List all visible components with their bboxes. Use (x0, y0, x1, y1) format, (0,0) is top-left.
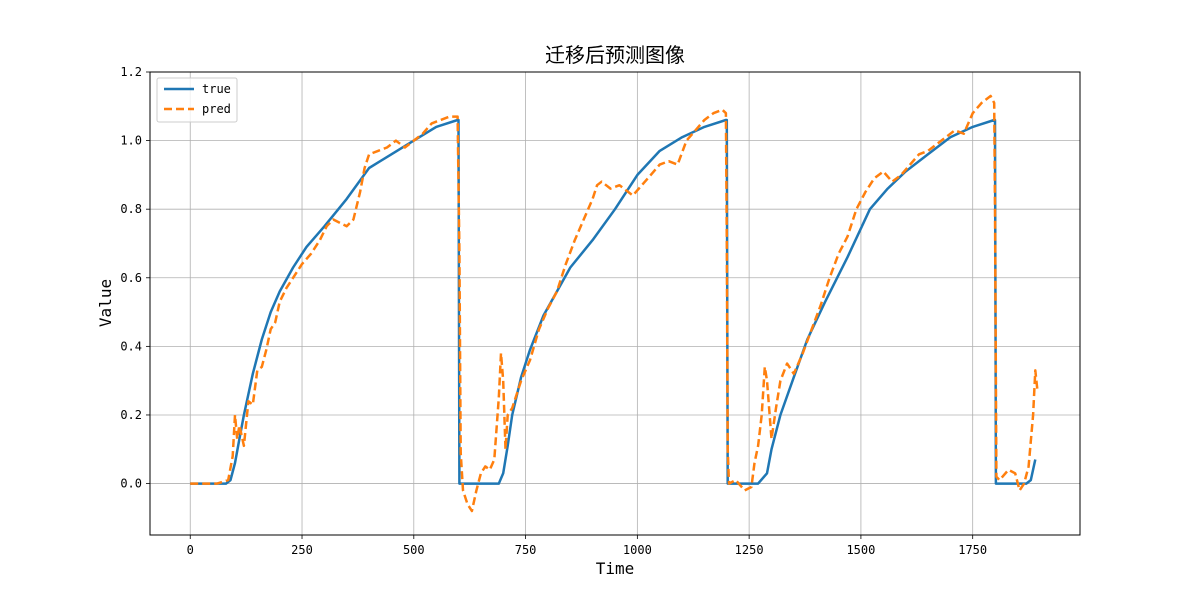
legend-label-true: true (202, 82, 231, 96)
y-tick-label: 0.4 (120, 339, 142, 353)
legend: true pred (156, 77, 238, 123)
series-layer (190, 94, 1039, 513)
legend-label-pred: pred (202, 102, 231, 116)
y-tick-label: 0.2 (120, 408, 142, 422)
y-tick-label: 1.2 (120, 65, 142, 79)
y-axis-label: Value (96, 279, 115, 327)
y-tick-label: 0.8 (120, 202, 142, 216)
tick-layer: 0 250 500 750 1000 1250 1500 1750 0.0 0.2 0.4 0.6 0.… (120, 65, 987, 557)
x-tick-label: 0 (187, 543, 194, 557)
series-line-true (190, 118, 1037, 485)
y-tick-label: 0.6 (120, 271, 142, 285)
x-tick-label: 1250 (735, 543, 764, 557)
y-tick-label: 1.0 (120, 134, 142, 148)
x-tick-label: 500 (403, 543, 425, 557)
x-tick-label: 1500 (846, 543, 875, 557)
series-line-pred (190, 94, 1039, 513)
x-tick-label: 1000 (623, 543, 652, 557)
chart-title: 迁移后预测图像 (545, 43, 685, 67)
x-axis-label: Time (596, 559, 635, 578)
x-tick-label: 750 (515, 543, 537, 557)
x-tick-label: 1750 (958, 543, 987, 557)
plot-frame (149, 71, 1081, 536)
x-tick-label: 250 (291, 543, 313, 557)
y-tick-label: 0.0 (120, 477, 142, 491)
